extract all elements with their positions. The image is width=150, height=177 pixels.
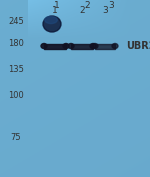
Text: 180: 180 [8,39,24,48]
Bar [44,44,66,48]
Text: 75: 75 [11,133,21,142]
Text: 135: 135 [8,65,24,75]
Ellipse shape [92,44,98,48]
Text: 2: 2 [79,6,85,15]
Text: 245: 245 [8,18,24,27]
Text: 1: 1 [52,6,58,15]
Text: UBR2: UBR2 [126,41,150,51]
Ellipse shape [43,16,61,32]
Text: 1: 1 [54,1,60,10]
Text: 2: 2 [84,1,90,10]
Text: 100: 100 [8,92,24,101]
Text: 3: 3 [108,1,114,10]
Ellipse shape [112,44,118,48]
Bar [71,44,93,48]
Ellipse shape [90,44,96,48]
Bar [95,44,115,48]
Ellipse shape [45,16,57,24]
Text: 3: 3 [102,6,108,15]
Ellipse shape [41,44,47,48]
Ellipse shape [68,44,74,48]
Ellipse shape [63,44,69,48]
